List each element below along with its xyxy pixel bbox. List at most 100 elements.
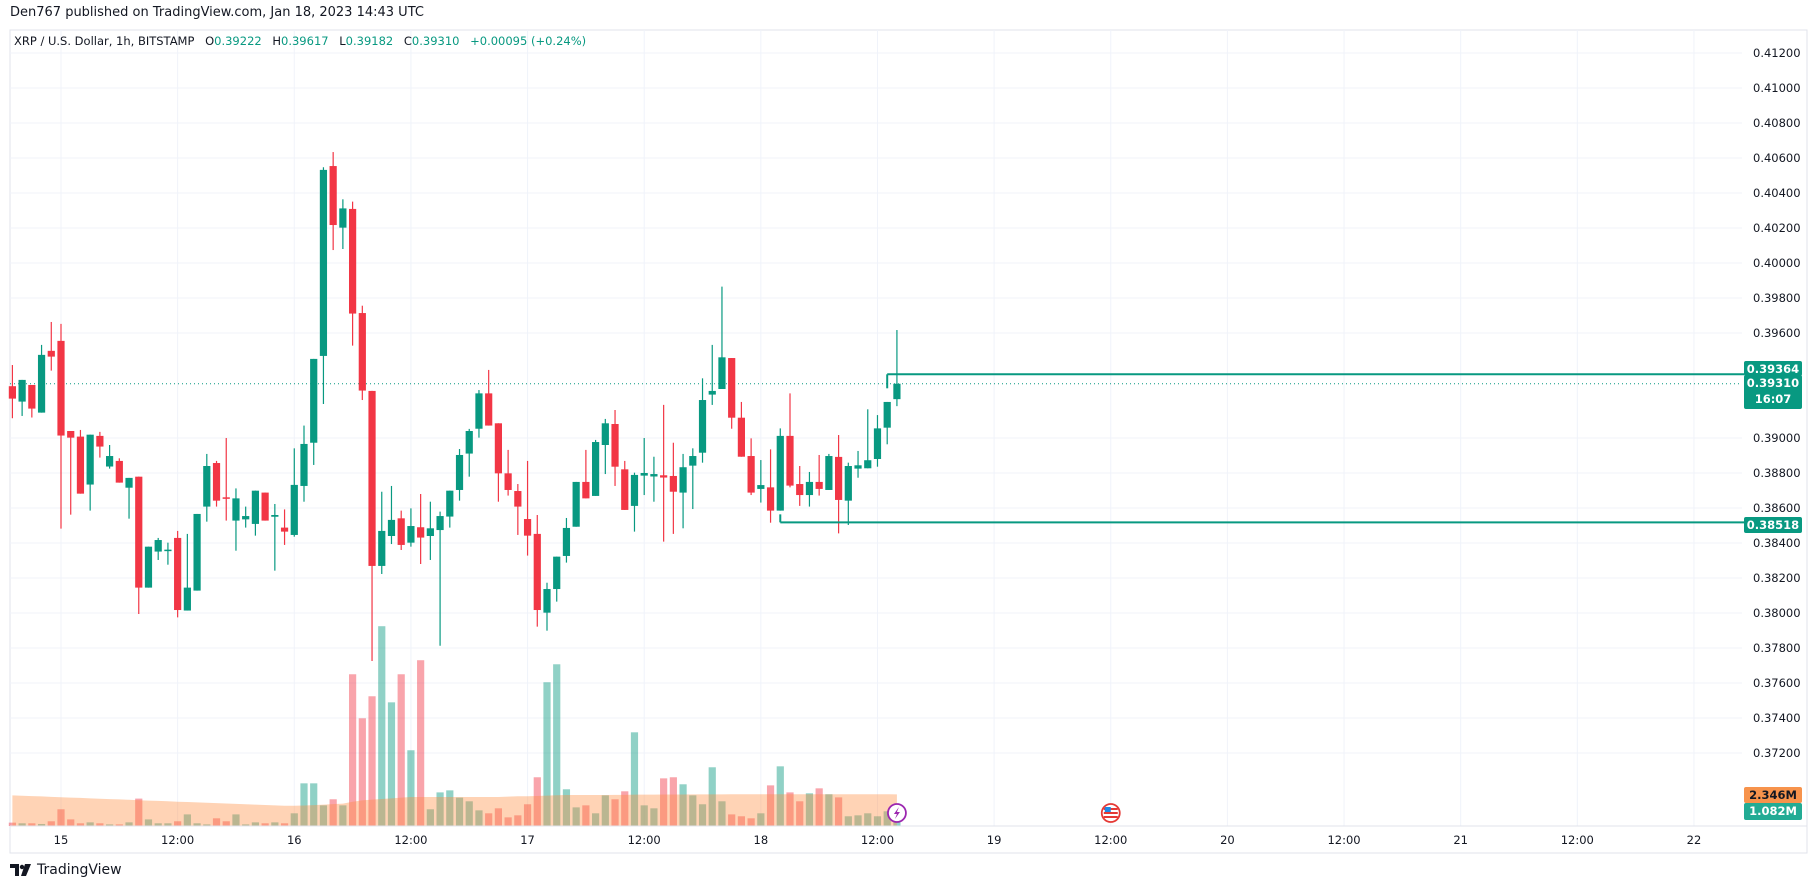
candle-body[interactable] — [47, 350, 55, 357]
candle-body[interactable] — [115, 460, 123, 483]
candle-body[interactable] — [494, 423, 502, 474]
candle-body[interactable] — [611, 424, 619, 467]
candle-body[interactable] — [339, 208, 347, 228]
candle-body[interactable] — [280, 527, 289, 532]
candle-body[interactable] — [854, 465, 862, 469]
candle-body[interactable] — [271, 515, 279, 517]
candle-body[interactable] — [873, 428, 882, 459]
candle-body[interactable] — [183, 587, 191, 611]
candle-body[interactable] — [630, 474, 639, 506]
candle-body[interactable] — [698, 400, 707, 453]
candle-body[interactable] — [368, 390, 376, 566]
candle-body[interactable] — [708, 390, 716, 395]
candle-body[interactable] — [825, 456, 833, 490]
candle-body[interactable] — [543, 589, 551, 613]
candle-body[interactable] — [747, 456, 755, 493]
candle-body[interactable] — [533, 533, 541, 611]
candle-body[interactable] — [310, 358, 318, 443]
candle-body[interactable] — [232, 498, 240, 521]
candle-body[interactable] — [757, 485, 765, 489]
candle-body[interactable] — [251, 490, 259, 524]
candle-body[interactable] — [28, 384, 36, 409]
candle-body[interactable] — [592, 442, 600, 496]
candle-body[interactable] — [893, 383, 901, 400]
candle-body[interactable] — [835, 456, 843, 500]
tradingview-logo[interactable]: TradingView — [10, 862, 122, 878]
candle-body[interactable] — [8, 386, 16, 399]
candle-body[interactable] — [844, 466, 852, 501]
candle-body[interactable] — [455, 454, 464, 490]
candle-body[interactable] — [417, 527, 425, 538]
candle-body[interactable] — [164, 549, 172, 552]
candle-body[interactable] — [465, 431, 473, 454]
candle-body[interactable] — [805, 481, 814, 496]
candle-body[interactable] — [718, 357, 726, 389]
candle-body[interactable] — [397, 518, 405, 545]
candle-body[interactable] — [553, 556, 561, 590]
candle-body[interactable] — [154, 540, 162, 552]
candle-body[interactable] — [601, 423, 609, 445]
candle-body[interactable] — [766, 487, 775, 511]
candle-body[interactable] — [349, 208, 357, 314]
volume-bar — [650, 808, 658, 826]
candle-body[interactable] — [426, 528, 434, 536]
candle-body[interactable] — [436, 516, 444, 531]
candle-body[interactable] — [18, 379, 26, 402]
volume-bar — [436, 792, 444, 826]
candle-body[interactable] — [485, 393, 493, 426]
candle-body[interactable] — [650, 474, 658, 477]
candle-body[interactable] — [883, 401, 891, 428]
volume-bar — [387, 702, 396, 826]
candle-body[interactable] — [407, 526, 415, 543]
candle-body[interactable] — [76, 436, 85, 494]
candle-body[interactable] — [106, 456, 114, 467]
candle-body[interactable] — [475, 393, 483, 429]
candle-body[interactable] — [242, 516, 250, 520]
candle-body[interactable] — [387, 519, 396, 536]
candle-body[interactable] — [212, 463, 221, 501]
candle-body[interactable] — [144, 546, 153, 588]
candle-body[interactable] — [669, 475, 677, 492]
candle-body[interactable] — [96, 435, 104, 447]
candle-body[interactable] — [319, 169, 328, 356]
candle-body[interactable] — [135, 476, 143, 588]
candle-body[interactable] — [514, 491, 522, 507]
candle-body[interactable] — [86, 434, 94, 485]
candle-body[interactable] — [446, 490, 454, 517]
candle-body[interactable] — [378, 530, 386, 566]
candle-body[interactable] — [67, 431, 75, 438]
candle-body[interactable] — [728, 358, 736, 418]
candle-body[interactable] — [640, 473, 648, 476]
candle-body[interactable] — [582, 481, 590, 499]
candle-body[interactable] — [621, 469, 629, 510]
candle-body[interactable] — [290, 484, 298, 535]
candle-body[interactable] — [523, 519, 532, 536]
symbol-title[interactable]: XRP / U.S. Dollar, 1h, BITSTAMP — [14, 34, 195, 48]
candle-body[interactable] — [776, 435, 784, 511]
candle-body[interactable] — [37, 354, 46, 413]
candle-body[interactable] — [562, 527, 571, 556]
candle-body[interactable] — [222, 497, 230, 499]
candle-body[interactable] — [660, 475, 668, 478]
candle-body[interactable] — [329, 166, 337, 226]
candle-body[interactable] — [679, 467, 687, 493]
candle-body[interactable] — [504, 473, 512, 490]
candle-body[interactable] — [689, 456, 697, 466]
candle-body[interactable] — [358, 313, 366, 391]
candle-body[interactable] — [203, 466, 211, 507]
candle-body[interactable] — [737, 417, 745, 457]
candle-body[interactable] — [57, 340, 65, 436]
candle-body[interactable] — [786, 435, 794, 486]
candle-body[interactable] — [300, 443, 308, 486]
candle-body[interactable] — [174, 537, 182, 611]
candle-body[interactable] — [261, 492, 269, 521]
volume-bar — [805, 793, 814, 826]
candle-body[interactable] — [815, 481, 823, 489]
volume-bar — [475, 810, 483, 826]
candle-body[interactable] — [193, 513, 201, 591]
candle-body[interactable] — [864, 460, 872, 469]
candle-body[interactable] — [796, 484, 804, 496]
candle-body[interactable] — [572, 481, 580, 527]
candle-body[interactable] — [125, 477, 133, 488]
